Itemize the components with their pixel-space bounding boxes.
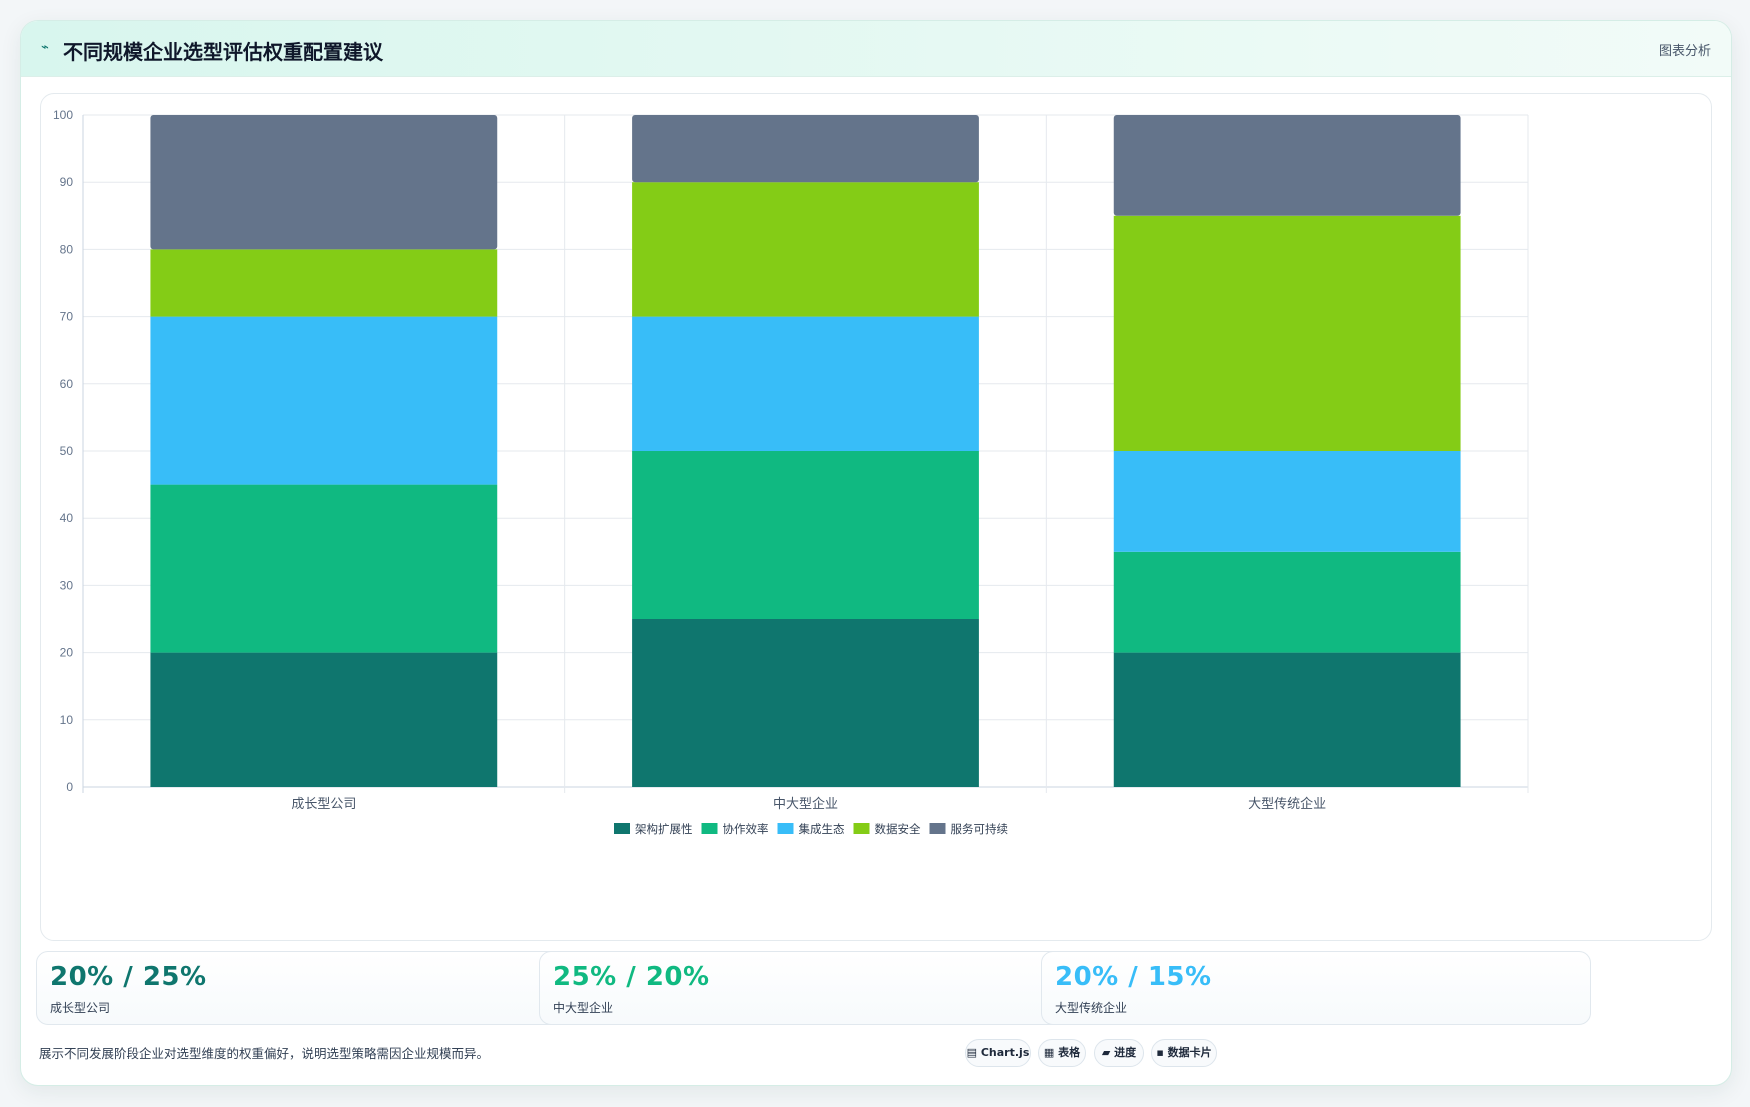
legend-label: 服务可持续: [951, 822, 1009, 836]
legend-label: 协作效率: [723, 822, 769, 836]
bar-segment: [1113, 551, 1461, 653]
y-tick-label: 10: [60, 713, 74, 727]
stat-label: 大型传统企业: [1055, 1001, 1128, 1015]
chip-label: 进度: [1114, 1046, 1137, 1059]
bar-segment: [150, 484, 498, 653]
chart-container: 0 10 20 30 40 50 60 70 80 90 100 成长型公司 中大型企业 大型传统企业架构…: [40, 93, 1712, 941]
chip-label: Chart.js: [980, 1046, 1030, 1059]
card-icon: ▪: [1156, 1046, 1164, 1059]
bar-segment: [150, 316, 498, 485]
card-header: ⌁ 不同规模企业选型评估权重配置建议 图表分析: [21, 21, 1731, 77]
y-tick-label: 70: [60, 310, 74, 324]
chip-label: 数据卡片: [1167, 1046, 1212, 1059]
bar-segment: [150, 115, 498, 250]
x-tick-label: 中大型企业: [773, 796, 838, 811]
bar-segment: [632, 115, 979, 183]
y-tick-label: 90: [60, 175, 74, 189]
legend-swatch: [777, 823, 794, 834]
bar-segment: [1113, 652, 1461, 787]
stat-card-mid-large: 25% / 20% 中大型企业: [539, 951, 1089, 1025]
legend-label: 数据安全: [875, 822, 921, 836]
bar-segment: [1113, 115, 1461, 216]
bar-segment: [632, 182, 979, 317]
stat-value: 20% / 25%: [50, 962, 207, 992]
stat-value: 25% / 20%: [553, 962, 710, 992]
y-tick-label: 30: [60, 578, 74, 592]
y-tick-label: 20: [60, 646, 74, 660]
chip-table[interactable]: ▦ 表格: [1038, 1039, 1086, 1067]
legend-swatch: [614, 823, 630, 834]
y-tick-label: 50: [60, 444, 74, 458]
card-title: 不同规模企业选型评估权重配置建议: [63, 40, 383, 64]
bar-segment: [632, 451, 979, 619]
chip-data-card[interactable]: ▪ 数据卡片: [1151, 1039, 1217, 1067]
stat-value: 20% / 15%: [1055, 962, 1212, 992]
chart-footnote: 展示不同发展阶段企业对选型维度的权重偏好，说明选型策略需因企业规模而异。: [39, 1046, 490, 1061]
x-tick-label: 大型传统企业: [1248, 796, 1326, 811]
x-tick-label: 成长型公司: [291, 796, 356, 811]
y-tick-label: 60: [60, 377, 74, 391]
stat-label: 中大型企业: [553, 1001, 614, 1015]
chart-card: ⌁ 不同规模企业选型评估权重配置建议 图表分析 0 10 20 30 40 50 60 70 8…: [20, 20, 1732, 1086]
table-icon: ▦: [1043, 1046, 1055, 1059]
legend-label: 架构扩展性: [635, 822, 693, 836]
legend-label: 集成生态: [799, 822, 845, 836]
bar-segment: [1113, 215, 1461, 451]
bar-segment: [150, 249, 498, 317]
chip-label: 表格: [1058, 1046, 1081, 1059]
legend-swatch: [701, 823, 718, 834]
bar-segment: [150, 652, 498, 787]
y-tick-label: 80: [60, 242, 74, 256]
bar-segment: [632, 316, 979, 451]
legend-swatch: [853, 823, 870, 834]
stat-card-growth: 20% / 25% 成长型公司: [36, 951, 586, 1025]
chart-line-icon: ⌁: [41, 40, 49, 55]
chip-progress[interactable]: ▰ 进度: [1094, 1039, 1144, 1067]
stacked-bar-chart: 0 10 20 30 40 50 60 70 80 90 100 成长型公司 中大型企业 大型传统企业架构…: [53, 108, 1529, 836]
bar-segment: [632, 619, 979, 787]
stat-label: 成长型公司: [50, 1001, 111, 1015]
bar-segment: [1113, 451, 1461, 552]
legend-swatch: [929, 823, 946, 834]
y-tick-label: 40: [60, 511, 74, 525]
chart-analysis-tag[interactable]: 图表分析: [1658, 44, 1711, 59]
progress-icon: ▰: [1101, 1046, 1111, 1059]
chart-icon: ▤: [966, 1046, 978, 1059]
chip-chartjs[interactable]: ▤ Chart.js: [965, 1039, 1031, 1067]
y-tick-label: 0: [66, 780, 73, 794]
stat-card-large-traditional: 20% / 15% 大型传统企业: [1041, 951, 1591, 1025]
y-tick-label: 100: [53, 108, 73, 122]
